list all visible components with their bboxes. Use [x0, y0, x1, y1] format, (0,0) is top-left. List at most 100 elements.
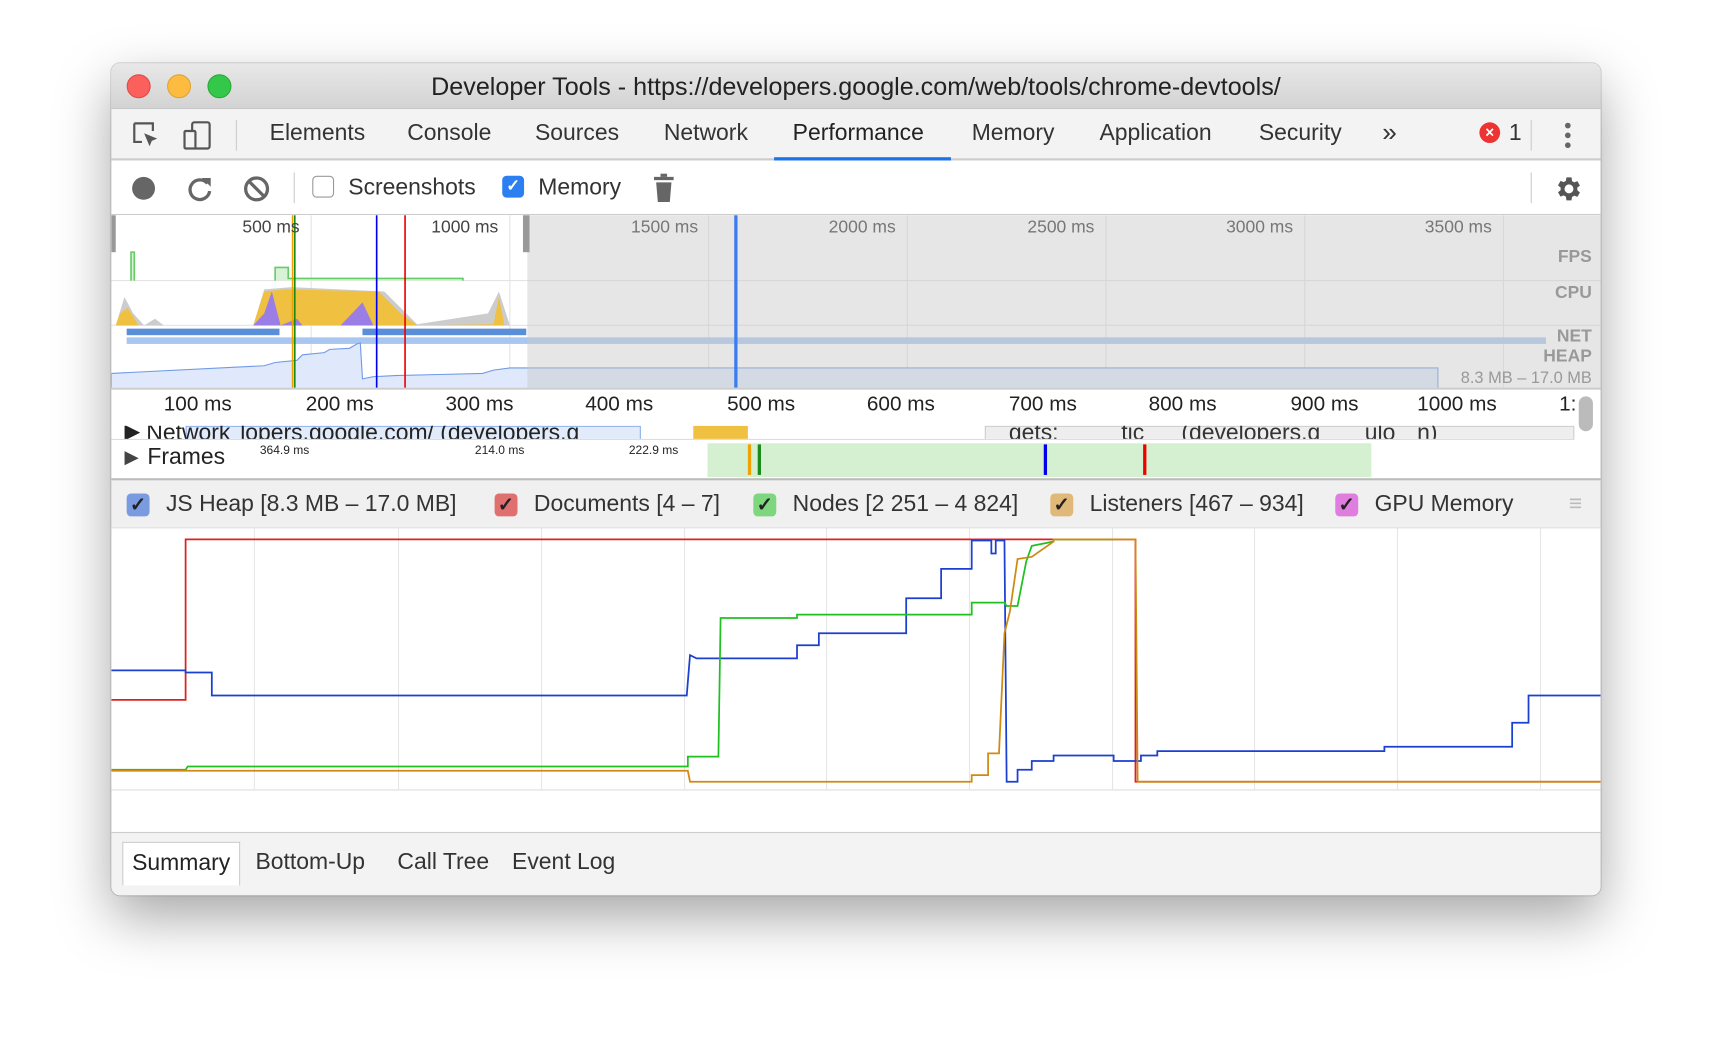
- network-request[interactable]: gets:: [1008, 425, 1059, 440]
- error-circle-icon[interactable]: ×: [1479, 122, 1501, 144]
- network-expand-arrow[interactable]: ▶: [124, 425, 141, 440]
- ruler-tick: 400 ms: [585, 393, 654, 416]
- legend-checkbox[interactable]: ✓: [1335, 493, 1359, 517]
- memory-label[interactable]: Memory: [538, 174, 622, 200]
- js-heap-series: [111, 540, 1600, 781]
- network-request[interactable]: n): [1417, 425, 1438, 440]
- tab-memory[interactable]: Memory: [971, 120, 1055, 146]
- performance-toolbar: Screenshots ✓ Memory: [111, 160, 1601, 216]
- fps-track-label: FPS: [1557, 247, 1592, 267]
- error-count[interactable]: 1: [1508, 120, 1522, 146]
- timeline-overview[interactable]: 500 ms 1000 ms 1500 ms 2000 ms 2500 ms 3…: [111, 215, 1601, 390]
- tab-security[interactable]: Security: [1258, 120, 1342, 146]
- overview-tick: 2500 ms: [1027, 218, 1095, 237]
- ruler-tick: 1000 ms: [1417, 393, 1497, 416]
- legend-checkbox[interactable]: ✓: [1050, 493, 1074, 517]
- frames-expand-arrow[interactable]: ▶: [124, 446, 139, 468]
- tab-bottom-up[interactable]: Bottom-Up: [255, 849, 366, 875]
- legend-label[interactable]: JS Heap [8.3 MB – 17.0 MB]: [165, 491, 457, 517]
- heap-graph: [111, 342, 1439, 388]
- ruler-tick: 1:: [1559, 393, 1577, 416]
- memory-checkbox[interactable]: ✓: [502, 175, 525, 198]
- legend-checkbox[interactable]: ✓: [753, 493, 777, 517]
- tab-console[interactable]: Console: [407, 120, 492, 146]
- memory-counters-chart: [111, 528, 1601, 791]
- divider: [1530, 172, 1532, 204]
- network-request[interactable]: lopers.google.com/ (developers.g: [240, 425, 580, 440]
- frame-duration: 214.0 ms: [474, 444, 525, 458]
- net-bar-light: [126, 337, 1546, 344]
- ruler-tick: 300 ms: [445, 393, 514, 416]
- network-track[interactable]: ▶ Network lopers.google.com/ (developers…: [111, 425, 1575, 440]
- record-button[interactable]: [132, 176, 156, 200]
- divider: [1530, 120, 1532, 151]
- tab-summary[interactable]: Summary: [122, 841, 241, 886]
- tab-performance[interactable]: Performance: [792, 120, 924, 146]
- tab-call-tree[interactable]: Call Tree: [397, 849, 490, 875]
- cpu-track-label: CPU: [1554, 283, 1592, 303]
- legend-label[interactable]: GPU Memory: [1374, 491, 1514, 517]
- ruler-tick: 800 ms: [1148, 393, 1217, 416]
- settings-gear-icon[interactable]: [1553, 174, 1584, 205]
- overview-tick: 3500 ms: [1424, 218, 1492, 237]
- frames-track[interactable]: ▶ Frames 364.9 ms 214.0 ms 222.9 ms: [111, 439, 1601, 481]
- active-tab-indicator: [774, 157, 951, 161]
- tab-sources[interactable]: Sources: [534, 120, 620, 146]
- screenshots-checkbox[interactable]: [312, 175, 335, 198]
- network-request[interactable]: tic: [1121, 425, 1145, 440]
- overview-tick: 2000 ms: [828, 218, 896, 237]
- tab-elements[interactable]: Elements: [269, 120, 366, 146]
- screenshots-label[interactable]: Screenshots: [348, 174, 476, 200]
- more-tabs-chevron-icon[interactable]: »: [1382, 117, 1397, 148]
- legend-label[interactable]: Nodes [2 251 – 4 824]: [792, 491, 1019, 517]
- overview-tick: 3000 ms: [1226, 218, 1294, 237]
- tab-event-log[interactable]: Event Log: [512, 849, 616, 875]
- inspect-element-icon[interactable]: [131, 120, 162, 151]
- network-request[interactable]: ulo: [1364, 425, 1396, 440]
- kebab-menu-icon[interactable]: [1561, 120, 1574, 151]
- memory-graph: [111, 528, 1600, 791]
- overview-tick: 1000 ms: [431, 218, 499, 237]
- cpu-graph-scripting: [115, 289, 505, 326]
- panel-tabbar: Elements Console Sources Network Perform…: [111, 109, 1601, 161]
- net-bar: [126, 328, 280, 336]
- legend-checkbox[interactable]: ✓: [126, 493, 150, 517]
- ruler-tick: 600 ms: [866, 393, 935, 416]
- heap-track-label: HEAP: [1543, 347, 1592, 366]
- timeline-ruler: 100 ms 200 ms 300 ms 400 ms 500 ms 600 m…: [111, 389, 1601, 432]
- legend-menu-icon[interactable]: ≡: [1568, 491, 1583, 517]
- legend-checkbox[interactable]: ✓: [494, 493, 518, 517]
- trash-icon[interactable]: [652, 173, 676, 203]
- clear-icon[interactable]: [242, 175, 270, 203]
- tab-application[interactable]: Application: [1099, 120, 1212, 146]
- minimize-button[interactable]: [167, 74, 192, 99]
- right-selection-handle: [522, 215, 530, 253]
- zoom-button[interactable]: [207, 74, 232, 99]
- cpu-graph-rendering: [253, 291, 428, 326]
- ruler-tick: 500 ms: [727, 393, 796, 416]
- legend-label[interactable]: Listeners [467 – 934]: [1089, 491, 1304, 517]
- fps-graph: [130, 251, 464, 281]
- devtools-window: Developer Tools - https://developers.goo…: [111, 63, 1601, 896]
- ruler-tick: 200 ms: [305, 393, 374, 416]
- reload-icon[interactable]: [186, 175, 214, 203]
- first-paint-marker: [747, 444, 752, 475]
- legend-label[interactable]: Documents [4 – 7]: [533, 491, 720, 517]
- ruler-tick: 700 ms: [1008, 393, 1077, 416]
- left-selection-handle: [111, 215, 116, 253]
- device-toolbar-icon[interactable]: [181, 120, 214, 151]
- frame-duration: 222.9 ms: [628, 444, 679, 458]
- heap-range-label: 8.3 MB – 17.0 MB: [1460, 369, 1592, 388]
- network-request[interactable]: (developers.g: [1181, 425, 1321, 440]
- listeners-series: [111, 539, 1600, 781]
- tab-network[interactable]: Network: [663, 120, 748, 146]
- scrollbar-thumb[interactable]: [1578, 396, 1593, 432]
- dom-content-loaded-marker: [1043, 444, 1048, 475]
- frame-block[interactable]: [707, 443, 1372, 478]
- load-marker: [1143, 444, 1147, 475]
- overview-graph: [111, 215, 1601, 388]
- nodes-series: [111, 539, 1113, 769]
- close-button[interactable]: [126, 74, 151, 99]
- ruler-tick: 100 ms: [163, 393, 232, 416]
- details-tabbar: Summary Bottom-Up Call Tree Event Log: [111, 831, 1601, 896]
